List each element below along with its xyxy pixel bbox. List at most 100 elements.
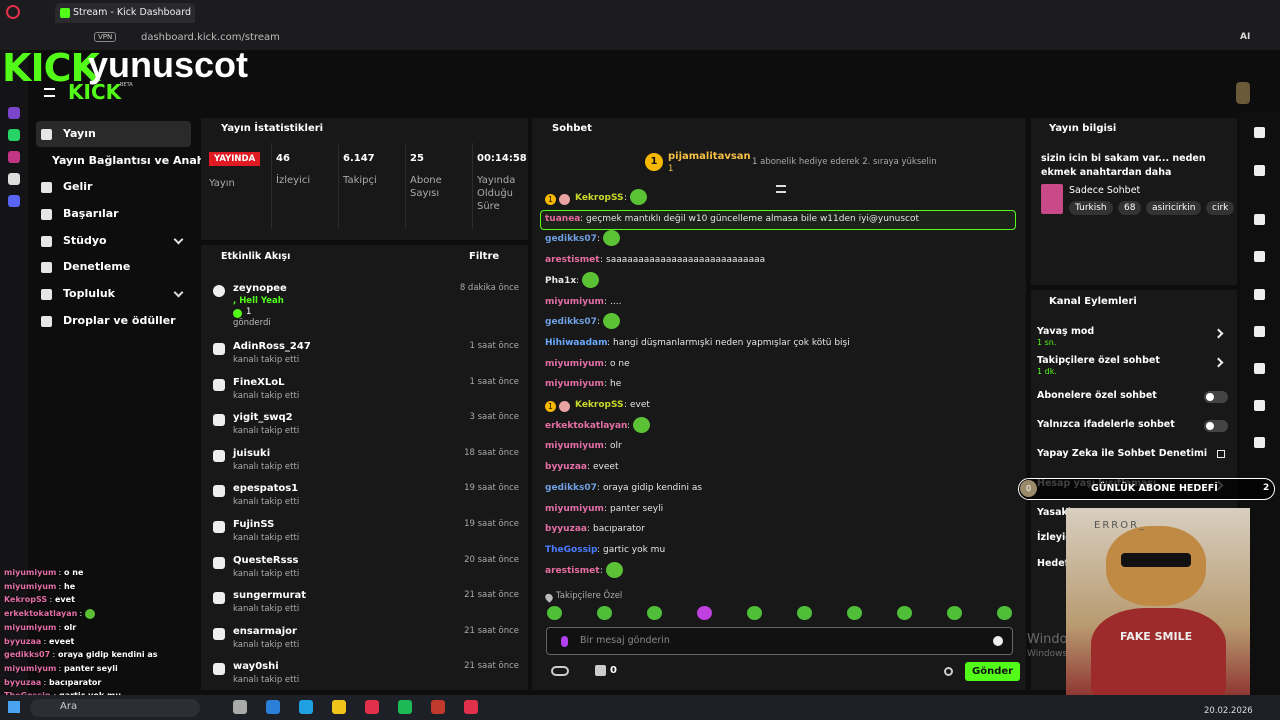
emote-option[interactable]	[597, 606, 612, 620]
chat-user[interactable]: TheGossip	[545, 544, 598, 555]
activity-user[interactable]: epespatos1	[233, 483, 299, 495]
rail-icon[interactable]	[8, 107, 20, 119]
activity-user[interactable]: FineXLoL	[233, 376, 285, 388]
activity-user[interactable]: FujinSS	[233, 519, 275, 530]
chat-text: bacıparator	[593, 524, 645, 535]
rail-icon[interactable]	[8, 195, 20, 207]
emote-option[interactable]	[747, 606, 762, 620]
action-label[interactable]: İzleyic	[1037, 532, 1071, 543]
chat-user[interactable]: miyumiyum	[545, 379, 604, 390]
rail-button[interactable]	[1254, 251, 1265, 262]
taskbar-app[interactable]	[332, 700, 346, 714]
settings-icon[interactable]	[944, 667, 953, 676]
nav-item[interactable]: Stüdyo	[63, 234, 107, 247]
chat-user[interactable]: tuanea	[545, 213, 581, 224]
rail-icon[interactable]	[8, 173, 20, 185]
avatar[interactable]	[1236, 82, 1250, 104]
emote-option[interactable]	[547, 606, 562, 620]
rail-button[interactable]	[1254, 363, 1265, 374]
tag[interactable]: asiricirkin	[1146, 201, 1202, 215]
emote-option[interactable]	[997, 606, 1012, 620]
nav-item[interactable]: Droplar ve ödüller	[63, 314, 176, 327]
action-label[interactable]: Yapay Zeka ile Sohbet Denetimi	[1037, 448, 1208, 459]
activity-user[interactable]: zeynopee	[233, 283, 287, 294]
activity-user[interactable]: QuesteRsss	[233, 554, 299, 566]
action-label[interactable]: Yavaş mod	[1037, 326, 1095, 337]
chat-user[interactable]: miyumiyum	[545, 358, 604, 369]
nav-item[interactable]: Yayın	[63, 127, 96, 140]
activity-user[interactable]: yigit_swq2	[233, 412, 293, 424]
search-box[interactable]: Ara	[30, 699, 200, 717]
chat-user[interactable]: arestismet	[545, 255, 600, 266]
activity-user[interactable]: way0shi	[233, 661, 279, 673]
menu-icon[interactable]	[44, 88, 55, 97]
taskbar-app[interactable]	[464, 700, 478, 714]
taskbar-app[interactable]	[398, 700, 412, 714]
rail-button[interactable]	[1254, 289, 1265, 300]
chat-user[interactable]: miyumiyum	[545, 503, 604, 514]
start-button[interactable]	[8, 701, 20, 713]
emote-option[interactable]	[797, 606, 812, 620]
tag[interactable]: 68	[1118, 201, 1142, 215]
nav-item[interactable]: Yayın Bağlantısı ve Anahtarı	[52, 154, 227, 167]
chat-user[interactable]: erkektokatlayan	[545, 420, 628, 431]
chat-user[interactable]: gedikks07	[545, 234, 597, 245]
category-image	[1041, 184, 1063, 214]
chat-user[interactable]: miyumiyum	[545, 296, 604, 307]
chat-user[interactable]: KekropSS	[575, 193, 624, 203]
url[interactable]: dashboard.kick.com/stream	[141, 32, 280, 43]
chat-user[interactable]: gedikks07	[545, 482, 597, 493]
nav-item[interactable]: Başarılar	[63, 207, 119, 220]
taskbar-app[interactable]	[431, 700, 445, 714]
action-label[interactable]: Yasakl	[1037, 507, 1072, 518]
activity-user[interactable]: sungermurat	[233, 590, 307, 602]
address-bar	[0, 25, 1280, 50]
chat-user[interactable]: gedikks07	[545, 317, 597, 328]
nav-item[interactable]: Gelir	[63, 180, 93, 193]
pinned-user[interactable]: pijamalitavsan	[668, 151, 751, 162]
emote-option[interactable]	[697, 606, 712, 620]
tag[interactable]: cirk	[1206, 201, 1235, 215]
chat-input[interactable]: Bir mesaj gönderin	[546, 627, 1013, 655]
chat-user[interactable]: KekropSS	[575, 400, 624, 410]
taskbar-app[interactable]	[365, 700, 379, 714]
activity-user[interactable]: juisuki	[233, 447, 271, 459]
taskbar-app[interactable]	[299, 700, 313, 714]
emote-option[interactable]	[897, 606, 912, 620]
emote-option[interactable]	[947, 606, 962, 620]
action-label[interactable]: Hedefl	[1037, 558, 1072, 569]
activity-user[interactable]: ensarmajor	[233, 625, 297, 637]
category[interactable]: Sadece Sohbet	[1069, 185, 1141, 196]
emote-option[interactable]	[647, 606, 662, 620]
chat-badge: 1	[545, 194, 556, 205]
chat-user[interactable]: Hihiwaadam	[545, 337, 608, 348]
rail-button[interactable]	[1254, 127, 1265, 138]
rail-button[interactable]	[1254, 326, 1265, 337]
chat-user[interactable]: miyumiyum	[545, 441, 604, 452]
action-label[interactable]: Yalnızca ifadelerle sohbet	[1037, 419, 1175, 430]
badge-icon	[559, 194, 570, 205]
rail-button[interactable]	[1254, 400, 1265, 411]
taskbar-app[interactable]	[266, 700, 280, 714]
emote-option[interactable]	[847, 606, 862, 620]
action-label[interactable]: Takipçilere özel sohbet	[1037, 355, 1160, 366]
action-label[interactable]: Abonelere özel sohbet	[1037, 390, 1157, 401]
chat-user[interactable]: arestismet	[545, 565, 600, 576]
rail-button[interactable]	[1254, 437, 1265, 448]
rail-icon[interactable]	[8, 151, 20, 163]
rail-button[interactable]	[1254, 165, 1265, 176]
chat-user[interactable]: byyuzaa	[545, 462, 587, 473]
chat-user[interactable]: byyuzaa	[545, 524, 587, 535]
taskbar-app[interactable]	[233, 700, 247, 714]
send-button[interactable]: Gönder	[965, 662, 1021, 681]
activity-user[interactable]: AdinRoss_247	[233, 341, 311, 352]
tab[interactable]: Stream - Kick Dashboard	[55, 3, 195, 23]
ai-button[interactable]: AI	[1240, 32, 1251, 42]
rail-button[interactable]	[1254, 214, 1265, 225]
nav-item[interactable]: Topluluk	[63, 287, 115, 300]
tag[interactable]: Turkish	[1069, 201, 1113, 215]
chat-user[interactable]: Pha1x	[545, 275, 577, 286]
nav-item[interactable]: Denetleme	[63, 260, 131, 273]
filter-button[interactable]: Filtre	[469, 251, 500, 262]
rail-icon[interactable]	[8, 129, 20, 141]
